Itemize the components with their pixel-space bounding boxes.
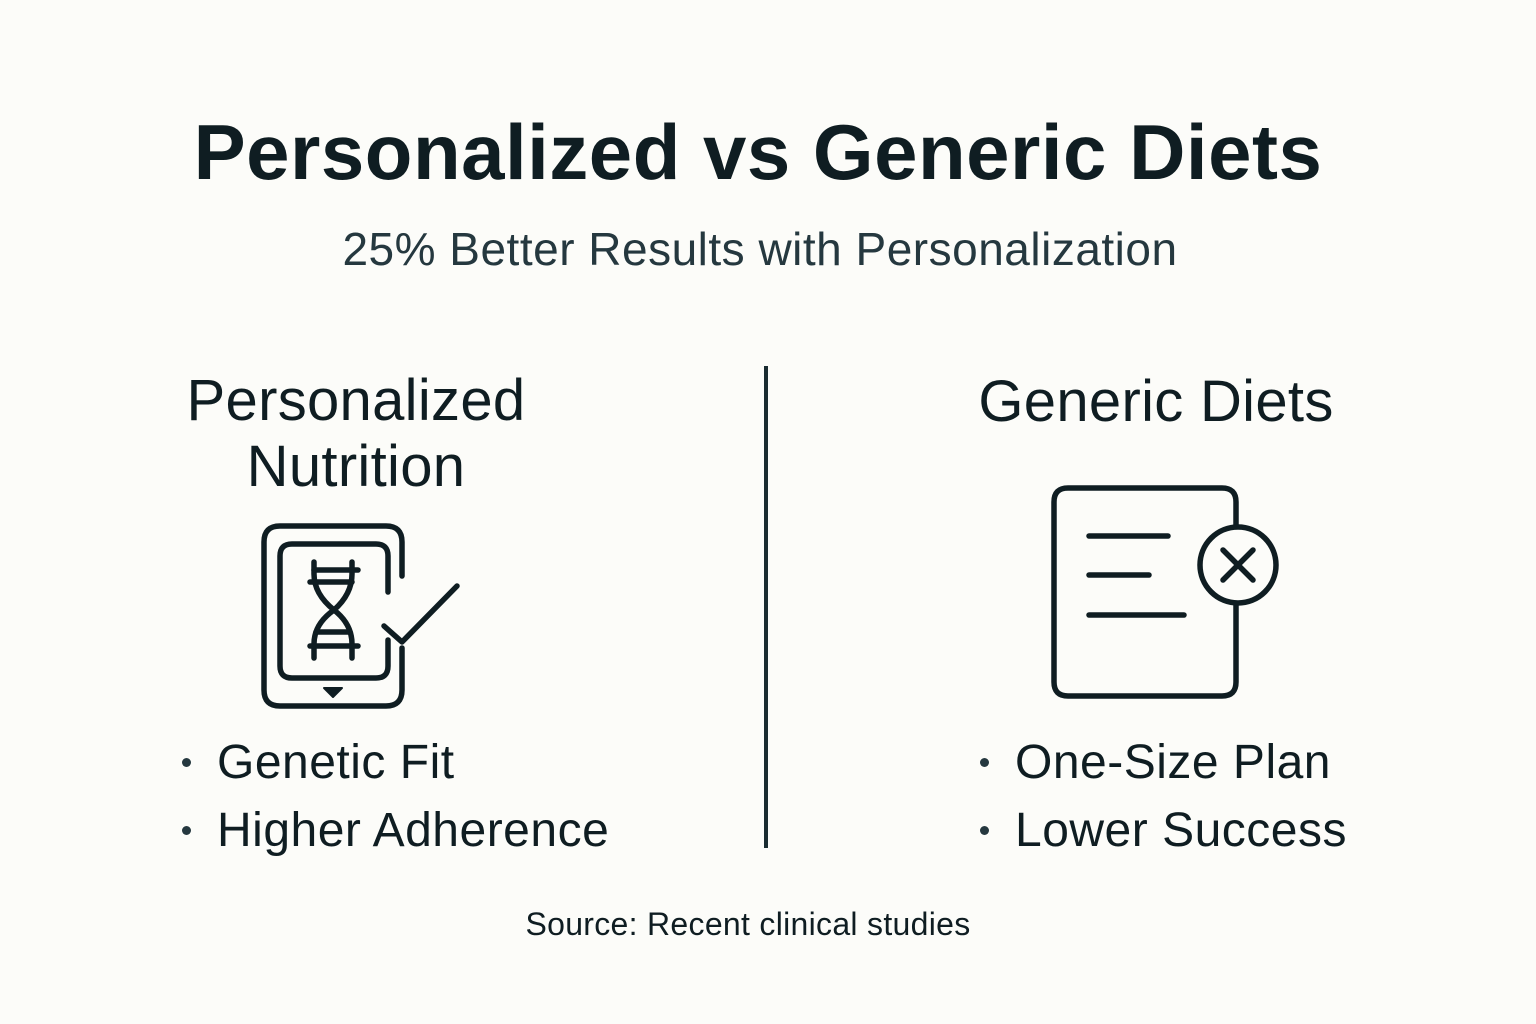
list-item: Higher Adherence <box>174 796 609 864</box>
bullet-dot-icon <box>980 825 989 835</box>
infographic-title: Personalized vs Generic Diets <box>193 108 1323 196</box>
source-note: Source: Recent clinical studies <box>525 906 971 942</box>
infographic-subtitle: 25% Better Results with Personalization <box>342 223 1178 275</box>
document-x-icon <box>1044 478 1289 706</box>
list-item: Genetic Fit <box>174 728 609 796</box>
generic-heading: Generic Diets <box>978 369 1334 434</box>
personalized-heading-line1: Personalized <box>186 368 526 433</box>
bullet-text: One-Size Plan <box>1015 735 1331 789</box>
list-item: One-Size Plan <box>972 728 1347 796</box>
bullet-dot-icon <box>182 757 191 767</box>
generic-drawbacks-list: One-Size Plan Lower Success <box>972 728 1347 864</box>
bullet-dot-icon <box>182 825 191 835</box>
personalized-heading: Personalized Nutrition <box>136 368 576 500</box>
list-item: Lower Success <box>972 796 1347 864</box>
personalized-benefits-list: Genetic Fit Higher Adherence <box>174 728 609 864</box>
bullet-dot-icon <box>980 757 989 767</box>
tablet-dna-check-icon <box>252 516 472 716</box>
personalized-heading-line2: Nutrition <box>246 434 466 499</box>
bullet-text: Lower Success <box>1015 803 1347 857</box>
bullet-text: Genetic Fit <box>217 735 455 789</box>
bullet-text: Higher Adherence <box>217 803 610 857</box>
column-divider <box>764 366 768 848</box>
